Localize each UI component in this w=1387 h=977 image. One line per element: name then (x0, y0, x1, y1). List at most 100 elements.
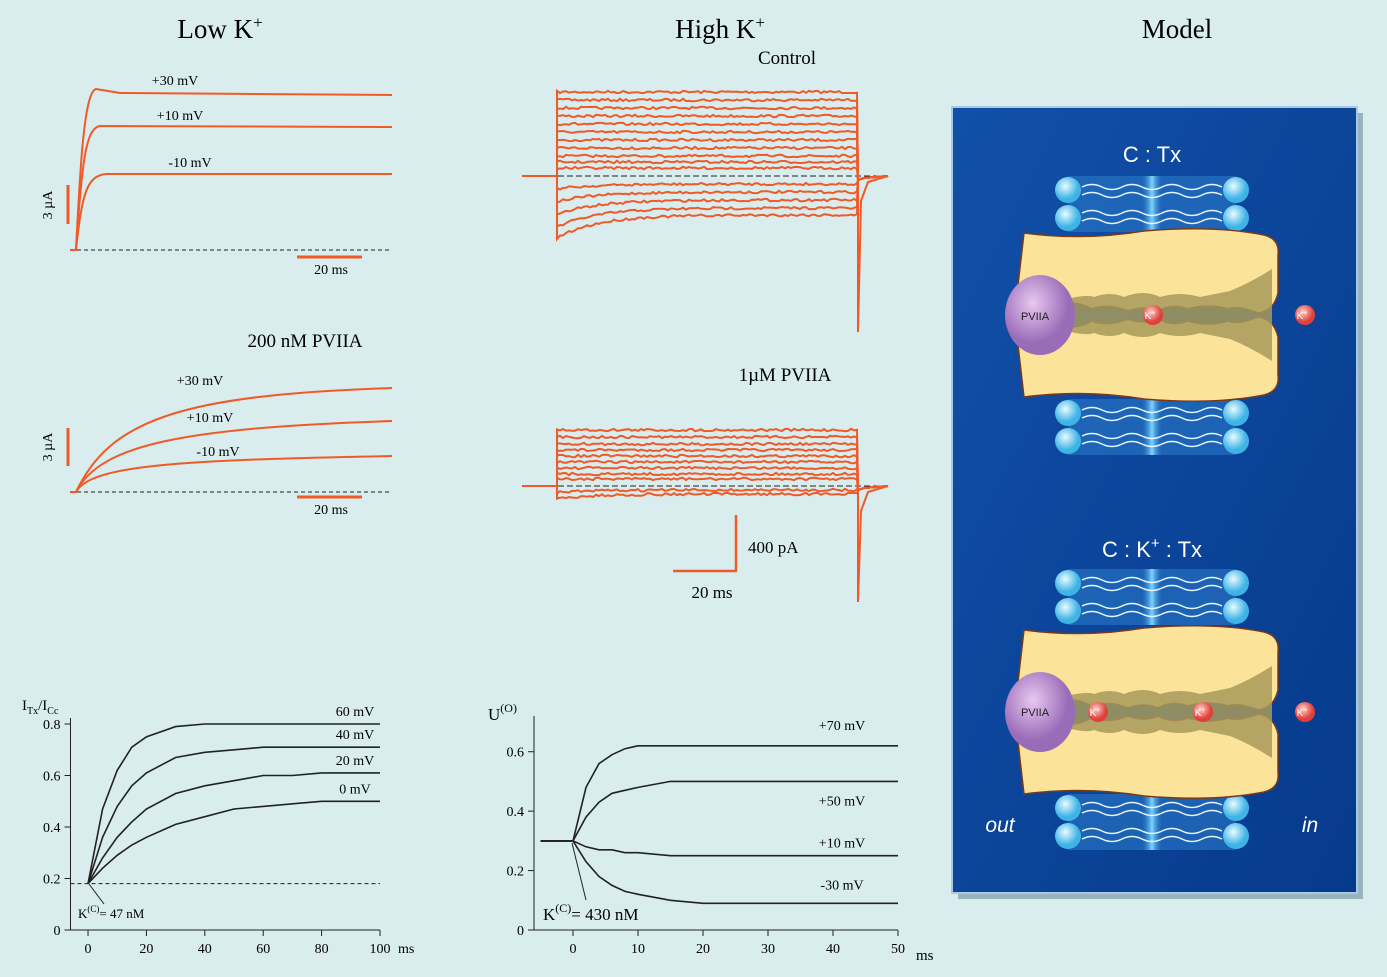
x-tick-label: 40 (826, 942, 840, 957)
scale-label: 3 µA (41, 432, 56, 462)
scale-label: 400 pA (748, 538, 799, 557)
trace (522, 88, 889, 182)
trace (75, 455, 393, 493)
trace-label: +30 mV (152, 74, 198, 89)
trace (522, 459, 889, 492)
trace (522, 153, 889, 182)
x-tick-label: 60 (256, 942, 270, 957)
y-axis-label: U(O) (488, 701, 517, 724)
ion-label: K+ (1195, 707, 1206, 719)
series-label: +70 mV (819, 719, 865, 734)
toxin (1005, 672, 1075, 752)
trace (522, 434, 889, 492)
y-tick-label: 0 (517, 924, 524, 939)
trace (522, 453, 889, 492)
y-tick-label: 0.6 (43, 770, 61, 785)
panel-title: Control (758, 48, 816, 69)
trace (522, 441, 889, 492)
series-line (87, 772, 380, 884)
trace-label: -10 mV (196, 445, 239, 460)
scale-label: 20 ms (314, 263, 348, 278)
series-line (540, 840, 898, 857)
x-unit: ms (916, 948, 934, 964)
trace (75, 124, 393, 251)
trace-label: -10 mV (168, 156, 211, 171)
y-tick-label: 0.8 (43, 718, 61, 733)
series-label: 20 mV (336, 754, 375, 769)
series-label: 0 mV (339, 782, 371, 797)
chart-2-labels: U(O) K(C)= 430 nM ms (488, 701, 934, 964)
trace (522, 105, 889, 182)
x-tick-label: 0 (570, 942, 577, 957)
panel-title: 1µM PVIIA (739, 365, 832, 386)
low-k-toxin: 200 nM PVIIA +30 mV +10 mV -10 mV 3 µA 2… (41, 331, 393, 518)
trace (857, 485, 889, 603)
ion-label: K+ (1090, 707, 1101, 719)
scale-label: 20 ms (691, 583, 732, 602)
side-label: out (985, 814, 1015, 837)
trace (522, 427, 889, 492)
scale-label: 20 ms (314, 503, 348, 518)
y-tick-label: 0.2 (43, 873, 61, 888)
model-title: C : K+ : Tx (1102, 535, 1202, 562)
trace (522, 175, 889, 216)
trace (70, 387, 393, 493)
y-tick-label: 0.4 (507, 805, 525, 820)
trace (522, 485, 889, 500)
ion-label: K+ (1297, 707, 1308, 719)
trace-label: +10 mV (157, 109, 203, 124)
trace (522, 175, 889, 191)
y-tick-label: 0.4 (43, 821, 61, 836)
trace (522, 145, 889, 182)
trace (522, 159, 889, 182)
y-axis-label: ITx/ICc (22, 698, 59, 717)
model-title: C : Tx (1123, 142, 1181, 167)
toxin-label: PVIIA (1021, 707, 1050, 719)
chart: 0 0.2 0.4 0.6 0 10 20 30 40 50 +70 mV +50 mV +10 mV -… (507, 716, 905, 957)
series-label: 60 mV (336, 705, 375, 720)
trace (522, 447, 889, 492)
trace (522, 465, 889, 492)
ion (1295, 305, 1315, 325)
x-unit: ms (398, 942, 414, 957)
header: Low K+ (177, 13, 262, 44)
series-label: 40 mV (336, 728, 375, 743)
x-tick-label: 0 (85, 942, 92, 957)
series-line (540, 780, 898, 842)
annotation: K(C)= 430 nM (543, 901, 638, 924)
ion-label: K+ (1297, 310, 1308, 322)
x-tick-label: 20 (139, 942, 153, 957)
leader (88, 883, 105, 905)
ion-label: K+ (1145, 310, 1156, 322)
ion (1295, 702, 1315, 722)
side-label: in (1302, 814, 1318, 837)
trace (522, 137, 889, 182)
toxin (1005, 275, 1075, 355)
leader (571, 842, 587, 901)
trace (522, 485, 889, 496)
y-tick-label: 0 (54, 924, 61, 939)
trace (522, 113, 889, 182)
ion (1143, 305, 1163, 325)
trace (522, 175, 889, 204)
y-tick-label: 0.2 (507, 865, 525, 880)
trace (522, 175, 889, 242)
x-tick-label: 20 (696, 942, 710, 957)
series-line (87, 723, 380, 884)
scale-label: 3 µA (41, 190, 56, 220)
chart-1-labels: ITx/ICc K(C)= 47 nM ms (22, 698, 414, 957)
trace (522, 97, 889, 182)
series-line (540, 745, 898, 842)
x-tick-label: 40 (198, 942, 212, 957)
series-label: +50 mV (819, 794, 865, 809)
header: Model (1142, 14, 1213, 44)
series-label: +10 mV (819, 837, 865, 852)
series-line (87, 800, 380, 885)
ion (1088, 702, 1108, 722)
x-tick-label: 80 (315, 942, 329, 957)
x-tick-label: 50 (891, 942, 905, 957)
trace (522, 129, 889, 182)
trace-label: +30 mV (177, 374, 223, 389)
